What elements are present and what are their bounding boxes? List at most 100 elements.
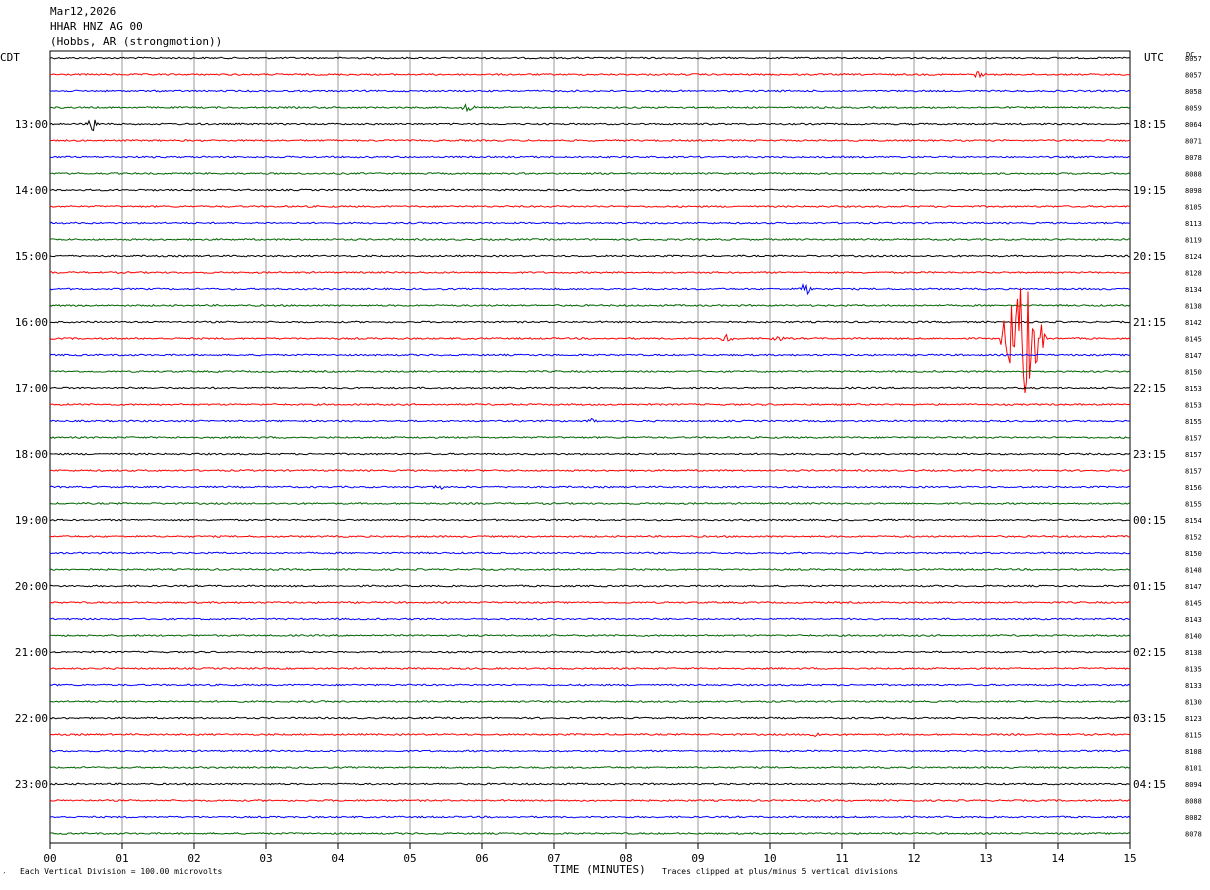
trace-35 [49, 634, 1131, 637]
dc-offset-label: 8098 [1185, 187, 1202, 195]
trace-23 [49, 436, 1131, 439]
x-tick-label: 02 [187, 852, 200, 865]
trace-30 [49, 551, 1131, 555]
trace-2 [49, 89, 1131, 93]
trace-33 [49, 600, 1131, 604]
plot-frame [49, 50, 1131, 844]
trace-3 [49, 103, 1131, 113]
right-hour-label: 20:15 [1133, 250, 1166, 263]
right-hour-label: 03:15 [1133, 712, 1166, 725]
x-tick-label: 10 [763, 852, 776, 865]
x-tick-label: 05 [403, 852, 416, 865]
right-hour-label: 01:15 [1133, 580, 1166, 593]
dc-offset-label: 8078 [1185, 831, 1202, 839]
right-hour-label: 21:15 [1133, 316, 1166, 329]
x-tick-label: 12 [907, 852, 920, 865]
trace-4 [49, 119, 1131, 132]
x-tick-label: 00 [43, 852, 56, 865]
dc-offset-label: 8155 [1185, 418, 1202, 426]
x-tick-label: 07 [547, 852, 560, 865]
x-tick-label: 01 [115, 852, 128, 865]
dc-offset-label: 8147 [1185, 352, 1202, 360]
trace-19 [49, 370, 1130, 373]
trace-0 [49, 56, 1131, 60]
header-station: HHAR HNZ AG 00 [50, 20, 143, 33]
x-tick-label: 04 [331, 852, 345, 865]
dc-offset-label: 8145 [1185, 600, 1202, 608]
left-hour-label: 23:00 [15, 778, 48, 791]
trace-31 [49, 568, 1131, 571]
dc-offset-label: 8148 [1185, 567, 1202, 575]
dc-offset-label: 8134 [1185, 286, 1202, 294]
trace-5 [49, 139, 1131, 142]
dc-offset-label: 8133 [1185, 682, 1202, 690]
dc-offset-label: 8152 [1185, 534, 1202, 542]
trace-27 [49, 501, 1131, 505]
right-hour-label: 18:15 [1133, 118, 1166, 131]
trace-44 [49, 782, 1131, 786]
trace-43 [49, 766, 1131, 770]
trace-36 [49, 650, 1131, 654]
trace-20 [49, 386, 1131, 390]
left-hour-label: 22:00 [15, 712, 48, 725]
x-tick-label: 03 [259, 852, 272, 865]
left-hour-label: 13:00 [15, 118, 48, 131]
left-hour-label: 21:00 [15, 646, 48, 659]
x-axis-ticks: 00 01 02 03 04 05 06 07 08 09 10 11 12 13 14 15 [43, 843, 1137, 865]
right-hour-labels: 18:15 19:15 20:15 21:15 22:15 23:15 00:15 01:15… [1133, 118, 1166, 791]
trace-45 [49, 798, 1131, 803]
right-zone-label: UTC [1144, 51, 1164, 64]
dc-offset-label: 8057 [1185, 72, 1202, 80]
dc-offset-label: 8138 [1185, 649, 1202, 657]
dc-offset-label: 8142 [1185, 319, 1202, 327]
dc-offset-label: 8101 [1185, 765, 1202, 773]
left-hour-label: 16:00 [15, 316, 48, 329]
x-tick-label: 15 [1123, 852, 1136, 865]
trace-22 [49, 417, 1131, 423]
trace-12 [49, 254, 1131, 258]
minute-gridlines [121, 51, 1059, 843]
header-location: (Hobbs, AR (strongmotion)) [50, 35, 222, 48]
trace-14 [49, 282, 1131, 296]
dc-offset-label: 8124 [1185, 253, 1202, 261]
dc-offset-label: 8115 [1185, 732, 1202, 740]
dc-offset-label: 8154 [1185, 517, 1202, 525]
dc-offset-label: 8157 [1185, 451, 1202, 459]
dc-offset-label: 8130 [1185, 699, 1202, 707]
dc-offset-label: 8064 [1185, 121, 1202, 129]
left-hour-labels: 13:00 14:00 15:00 16:00 17:00 18:00 19:00 20:00… [15, 118, 48, 791]
x-tick-label: 14 [1051, 852, 1065, 865]
dc-offset-label: 8145 [1185, 336, 1202, 344]
dc-offset-label: 8157 [1185, 468, 1202, 476]
dc-offset-label: 8128 [1185, 270, 1202, 278]
trace-9 [49, 204, 1131, 208]
dc-offset-label: 8157 [1185, 435, 1202, 443]
trace-13 [49, 270, 1131, 274]
left-hour-label: 17:00 [15, 382, 48, 395]
dc-offset-label: 8088 [1185, 798, 1202, 806]
x-tick-label: 08 [619, 852, 632, 865]
dc-label: DC [1186, 51, 1194, 59]
vertical-division-note: Each Vertical Division = 100.00 microvol… [20, 867, 222, 876]
left-hour-label: 20:00 [15, 580, 48, 593]
dc-offset-label: 8059 [1185, 105, 1202, 113]
dc-offset-labels: 8057 8057 8058 8059 8064 8071 8078 8088 8098 8105… [1185, 55, 1202, 839]
left-hour-label: 15:00 [15, 250, 48, 263]
dc-offset-label: 8108 [1185, 748, 1202, 756]
dc-offset-label: 8153 [1185, 402, 1202, 410]
trace-16 [50, 320, 1131, 324]
trace-41 [49, 732, 1131, 738]
dc-offset-label: 8057 [1185, 55, 1202, 63]
x-tick-label: 13 [979, 852, 992, 865]
dc-offset-label: 8119 [1185, 237, 1202, 245]
left-hour-label: 18:00 [15, 448, 48, 461]
trace-10 [49, 221, 1131, 225]
trace-18 [49, 353, 1131, 357]
x-axis-label: TIME (MINUTES) [553, 863, 646, 876]
header-date: Mar12,2026 [50, 5, 116, 18]
trace-37 [49, 667, 1131, 670]
trace-6 [50, 155, 1131, 159]
x-tick-label: 06 [475, 852, 488, 865]
right-hour-label: 22:15 [1133, 382, 1166, 395]
x-tick-label: 09 [691, 852, 704, 865]
